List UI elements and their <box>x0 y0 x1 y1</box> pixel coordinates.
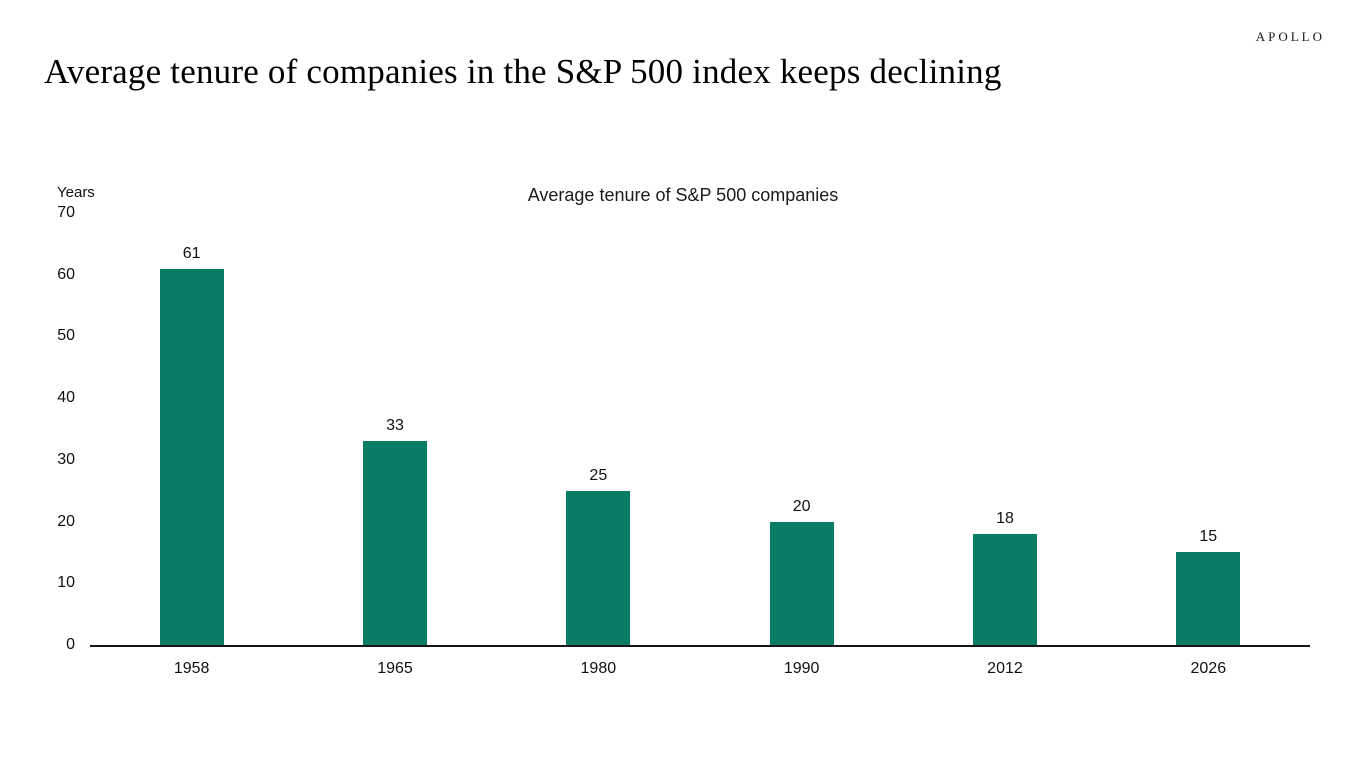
bar-slot-1965: 33 <box>293 213 496 645</box>
x-axis-labels: 1958 1965 1980 1990 2012 2026 <box>90 660 1310 678</box>
bar-value-1958: 61 <box>182 244 201 262</box>
bar-slot-1958: 61 <box>90 213 293 645</box>
x-label-2026: 2026 <box>1190 660 1227 677</box>
bar-value-2012: 18 <box>996 509 1014 527</box>
bar-1980 <box>566 490 631 645</box>
bar-value-2026: 15 <box>1199 528 1218 546</box>
bar-1965 <box>362 441 427 645</box>
chart-title: Average tenure of S&P 500 companies <box>527 185 839 205</box>
y-tick-30: 30 <box>57 450 75 468</box>
bar-slot-1990: 20 <box>700 213 903 645</box>
bar-value-1980: 25 <box>589 466 608 484</box>
bar-2012 <box>972 533 1037 645</box>
y-axis-unit-label: Years <box>57 184 95 201</box>
x-label-1965: 1965 <box>377 660 413 677</box>
y-tick-10: 10 <box>57 574 75 592</box>
bar-slot-2026: 15 <box>1107 213 1310 645</box>
y-tick-40: 40 <box>57 389 75 407</box>
bar-2026 <box>1176 552 1241 645</box>
bar-1958 <box>159 268 224 645</box>
y-axis-ticks: 0 10 20 30 40 50 60 70 <box>0 204 75 653</box>
bar-1990 <box>769 521 834 645</box>
bar-slot-1980: 25 <box>497 213 700 645</box>
bar-slot-2012: 18 <box>903 213 1106 645</box>
y-tick-60: 60 <box>57 265 75 283</box>
y-tick-0: 0 <box>66 636 75 653</box>
plot-area: 61 33 25 20 18 15 <box>90 213 1310 647</box>
apollo-logo: APOLLO <box>1255 29 1325 44</box>
x-label-1958: 1958 <box>173 660 210 677</box>
x-label-2012: 2012 <box>987 660 1023 677</box>
x-label-1980: 1980 <box>580 660 617 677</box>
page-title: Average tenure of companies in the S&P 5… <box>44 52 1002 91</box>
y-tick-50: 50 <box>57 327 75 345</box>
y-tick-20: 20 <box>57 512 75 530</box>
y-tick-70: 70 <box>57 204 75 221</box>
x-label-1990: 1990 <box>783 660 820 677</box>
bar-value-1990: 20 <box>792 497 811 515</box>
bar-value-1965: 33 <box>386 417 404 435</box>
